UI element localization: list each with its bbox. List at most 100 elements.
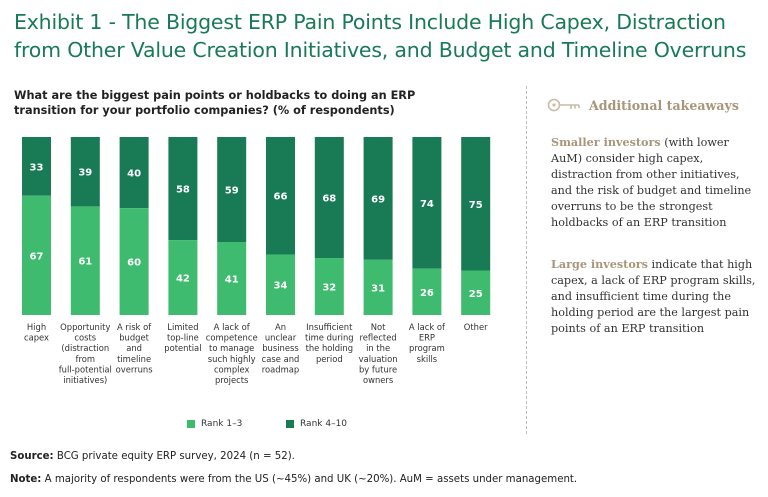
data-label-rank-1-3: 32 (322, 283, 336, 294)
data-label-rank-4-10: 66 (274, 192, 288, 203)
category-label-line: from (76, 354, 96, 364)
bar-rank-4-10 (217, 137, 247, 243)
category-label: Other (464, 322, 488, 332)
bar-rank-4-10 (119, 137, 149, 209)
stacked-bar-chart: 33 67 High capex 39 61 Opportunity costs (distra… (22, 137, 491, 385)
category-label-line: roadmap (262, 364, 299, 374)
key-icon (547, 98, 580, 112)
legend-swatch-rank-4-10 (286, 420, 294, 428)
bar-rank-1-3 (412, 268, 442, 315)
legend-label-rank-1-3: Rank 1–3 (201, 419, 243, 429)
source-label: Source: (10, 451, 54, 462)
data-label-rank-4-10: 59 (225, 186, 239, 197)
category-label-line: program (409, 343, 445, 353)
source-text: BCG private equity ERP survey, 2024 (n =… (53, 451, 295, 462)
bar-rank-4-10 (168, 137, 198, 241)
takeaway-2-bold: Large investors (551, 257, 648, 271)
category-label-line: time during (305, 333, 354, 343)
data-label-rank-1-3: 67 (30, 251, 44, 262)
category-label: High capex (24, 322, 49, 343)
bar-rank-4-10 (22, 137, 51, 196)
data-label-rank-4-10: 33 (30, 162, 44, 173)
data-label-rank-4-10: 68 (322, 194, 336, 205)
bar-rank-1-3 (70, 206, 100, 315)
legend-rank-4-10: Rank 4–10 (286, 419, 347, 429)
bar-rank-1-3 (217, 242, 247, 315)
category-label-line: (distraction (61, 343, 109, 353)
category-label-line: potential (164, 343, 201, 353)
takeaway-large-investors: Large investors indicate that high capex… (551, 256, 756, 337)
bar-rank-1-3 (314, 258, 344, 315)
legend-label-rank-4-10: Rank 4–10 (300, 419, 348, 429)
takeaway-1-text: (with lower AuM) consider high capex, di… (551, 136, 752, 229)
source-note: Source: BCG private equity ERP survey, 2… (10, 451, 295, 462)
category-label-line: overruns (116, 364, 153, 374)
data-label-rank-4-10: 69 (371, 194, 385, 205)
category-label-line: projects (215, 375, 248, 385)
data-label-rank-4-10: 75 (469, 200, 483, 211)
takeaways-heading: Additional takeaways (589, 97, 739, 113)
data-label-rank-1-3: 41 (225, 275, 239, 286)
footnote: Note: A majority of respondents were fro… (10, 474, 577, 485)
category-label-line: A risk of (117, 322, 152, 332)
category-label: A risk of budget and timeline overruns (116, 322, 153, 374)
category-label-line: valuation (359, 354, 398, 364)
category-label-line: ERP (419, 333, 435, 343)
note-text: A majority of respondents were from the … (41, 474, 578, 485)
data-label-rank-1-3: 42 (176, 274, 190, 285)
data-label-rank-1-3: 60 (127, 258, 141, 269)
bar-rank-4-10 (266, 137, 295, 255)
category-label-line: business (262, 343, 299, 353)
category-label-line: Not (371, 322, 386, 332)
takeaway-smaller-investors: Smaller investors (with lower AuM) consi… (551, 134, 756, 231)
category-label-line: Opportunity (60, 322, 110, 332)
bar-rank-1-3 (461, 270, 491, 315)
category-label-line: such highly (208, 354, 256, 364)
category-label: Opportunity costs (distraction from full-pot… (59, 322, 112, 385)
category-label-line: competence (206, 333, 258, 343)
category-label-line: top-line (167, 333, 199, 343)
category-label-line: unclear (265, 333, 297, 343)
category-label-line: period (316, 354, 343, 364)
data-label-rank-4-10: 74 (420, 199, 434, 210)
bar-rank-4-10 (70, 137, 100, 207)
bar-rank-1-3 (266, 254, 295, 315)
bar-rank-4-10 (461, 137, 491, 271)
category-label-line: and (126, 343, 142, 353)
takeaways-header: Additional takeaways (547, 96, 739, 114)
exhibit-title: Exhibit 1 - The Biggest ERP Pain Points … (14, 10, 747, 62)
category-label-line: reflected (359, 333, 396, 343)
category-label-line: budget (119, 333, 149, 343)
bar-rank-1-3 (363, 259, 393, 315)
data-label-rank-1-3: 61 (78, 257, 92, 268)
category-label-line: skills (417, 354, 438, 364)
legend-swatch-rank-1-3 (187, 420, 195, 428)
bar-rank-1-3 (22, 195, 51, 315)
category-label-line: initiatives) (63, 375, 107, 385)
category-label: Insufficient time during the holding period (305, 322, 354, 364)
legend-rank-1-3: Rank 1–3 (187, 419, 242, 429)
bar-rank-4-10 (314, 137, 344, 259)
category-label-line: complex (214, 364, 250, 374)
category-label-line: by future (359, 364, 397, 374)
category-label-line: capex (24, 333, 49, 343)
note-label: Note: (10, 474, 42, 485)
category-label-line: to manage (209, 343, 254, 353)
data-label-rank-4-10: 58 (176, 185, 190, 196)
category-label-line: A lack of (409, 322, 446, 332)
category-label-line: timeline (117, 354, 151, 364)
category-label: An unclear business case and roadmap (262, 322, 300, 374)
category-label-line: full-potential (59, 364, 112, 374)
category-label-line: An (275, 322, 286, 332)
takeaway-1-bold: Smaller investors (551, 135, 661, 149)
category-label-line: High (27, 322, 46, 332)
category-label: A lack of competence to manage such highly c… (206, 322, 258, 385)
category-label-line: Limited (167, 322, 198, 332)
panel-divider (526, 86, 527, 434)
bar-rank-4-10 (363, 137, 393, 260)
category-label-line: owners (363, 375, 393, 385)
category-label-line: A lack of (214, 322, 251, 332)
category-label-line: costs (74, 333, 96, 343)
category-label-line: Other (464, 322, 488, 332)
category-label: Not reflected in the valuation by future owne… (359, 322, 398, 385)
